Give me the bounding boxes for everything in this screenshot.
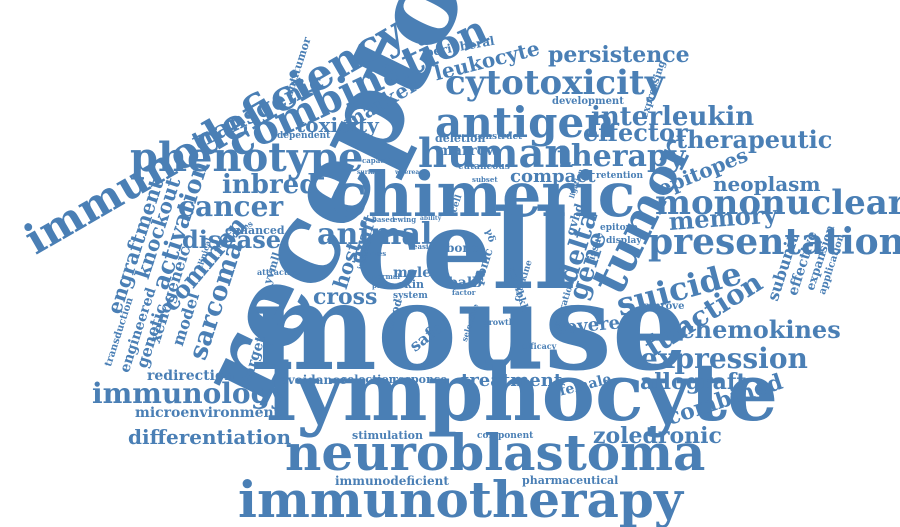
cloud-word: based <box>372 215 395 224</box>
cloud-word: construct <box>474 132 523 142</box>
cloud-word: therapeutic <box>676 125 833 154</box>
cloud-word: human <box>418 130 574 177</box>
cloud-word: toxicity <box>296 113 379 137</box>
cloud-word: growth <box>483 317 515 327</box>
cloud-word: balb <box>448 275 482 291</box>
cloud-word: chimeric <box>330 158 636 231</box>
cloud-word: efficacy <box>522 341 557 351</box>
cloud-word: memory <box>667 199 779 236</box>
cloud-word: expression <box>640 342 808 375</box>
cloud-word: mononuclear <box>655 183 900 223</box>
cloud-word: neoplasm <box>713 172 821 196</box>
cloud-word: persistence <box>548 42 690 68</box>
cloud-word: immunodeficient <box>335 474 449 488</box>
cloud-word: patient <box>372 281 401 290</box>
cloud-word: component <box>477 431 534 441</box>
cloud-word: interleukin <box>591 102 755 132</box>
cloud-word: studies <box>358 249 387 258</box>
cloud-word: cell <box>355 185 576 314</box>
cloud-word: improve <box>639 301 685 312</box>
cloud-word: surface <box>357 169 382 176</box>
cloud-word: cancer <box>178 190 284 223</box>
cloud-word: subset <box>472 175 498 184</box>
cloud-word: development <box>552 96 624 107</box>
cloud-word: effector <box>583 118 688 147</box>
cloud-word: immunology <box>92 377 287 410</box>
cloud-word: neuroblastoma <box>285 423 706 482</box>
cloud-word: immunotherapy <box>238 470 683 527</box>
cloud-word: display <box>606 236 642 246</box>
cloud-word: system <box>393 291 428 301</box>
cloud-word: differentiation <box>128 425 292 449</box>
cloud-word: ability <box>420 215 442 222</box>
cloud-word: response <box>392 373 448 386</box>
cloud-word: ewing <box>393 215 417 224</box>
cloud-word: disease <box>182 225 282 254</box>
cloud-word: stimulation <box>352 429 423 442</box>
cloud-word: redirection <box>147 368 235 384</box>
cloud-word: treatment <box>461 370 563 391</box>
cloud-word: epitope <box>600 223 638 233</box>
cloud-word: cross <box>313 284 378 310</box>
cloud-word: mouse <box>250 257 689 398</box>
cloud-word: presentation <box>648 221 900 263</box>
cloud-word: normal <box>372 272 401 281</box>
cloud-word: zoledronic <box>593 423 722 449</box>
cloud-word: cytotoxicity <box>445 63 665 103</box>
cloud-word: phenotype <box>130 134 364 181</box>
cloud-word: male <box>393 265 432 281</box>
cloud-word: therapy <box>557 139 686 174</box>
cloud-word: microenvironment <box>135 405 281 421</box>
cloud-word: cutaneous <box>458 162 510 172</box>
cloud-word: retention <box>596 171 644 181</box>
cloud-word: avoidance <box>280 373 348 387</box>
cloud-word: whereas <box>395 169 423 176</box>
cloud-word: antigen <box>435 98 615 147</box>
cloud-word: deletion <box>435 132 486 145</box>
cloud-word: easier <box>413 242 437 251</box>
cloud-word: selection <box>341 373 397 386</box>
cloud-word: enhanced <box>225 224 285 237</box>
cloud-word: animal <box>317 217 433 252</box>
cloud-word: attractive <box>257 267 301 277</box>
cloud-word: factor <box>452 288 476 297</box>
cloud-word: lymphocyte <box>266 345 779 439</box>
cloud-word: dependent <box>277 131 331 141</box>
cloud-word: pharmaceutical <box>522 474 619 487</box>
cloud-word: skin <box>398 278 424 291</box>
cloud-word: capacity <box>362 156 395 165</box>
cloud-word: marrow <box>438 143 499 159</box>
cloud-word: allograft <box>640 369 747 395</box>
cloud-word: compact <box>510 166 596 187</box>
cloud-word: inbred <box>222 170 318 200</box>
cloud-word: chemokines <box>680 315 841 344</box>
cloud-word: bone <box>446 241 479 255</box>
